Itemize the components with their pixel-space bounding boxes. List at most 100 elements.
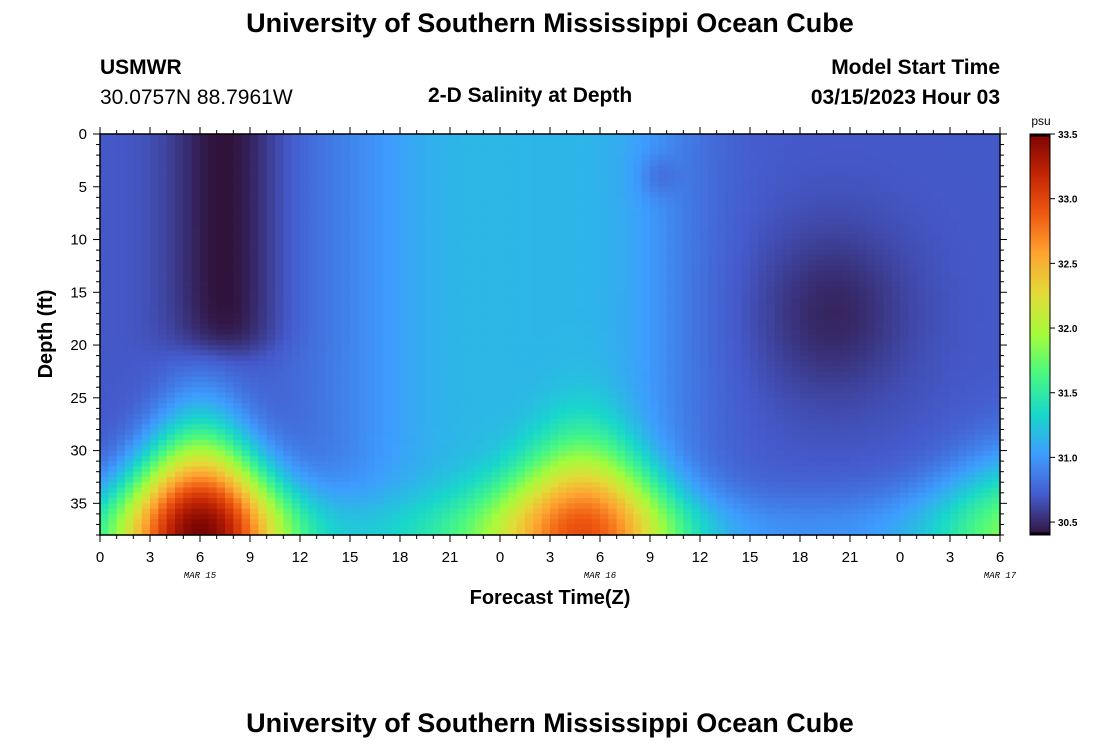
heat-cell: [308, 176, 318, 183]
heat-cell: [266, 239, 276, 246]
heat-cell: [700, 297, 709, 304]
heat-cell: [683, 271, 693, 278]
heat-cell: [341, 371, 351, 378]
heat-cell: [525, 339, 534, 346]
heat-cell: [208, 297, 218, 304]
heat-cell: [191, 334, 201, 341]
heat-cell: [583, 281, 593, 288]
heat-cell: [966, 287, 976, 293]
heat-cell: [975, 355, 984, 362]
heat-cell: [275, 197, 284, 204]
heat-cell: [866, 323, 876, 330]
heat-cell: [483, 213, 493, 220]
heat-cell: [283, 239, 293, 246]
heat-cell: [433, 318, 443, 325]
heat-cell: [216, 334, 226, 341]
heat-cell: [466, 308, 476, 314]
heat-cell: [925, 265, 934, 272]
heat-cell: [641, 329, 651, 336]
heat-cell: [383, 345, 393, 351]
heat-cell: [858, 165, 868, 172]
heat-cell: [141, 276, 151, 283]
heat-cell: [141, 308, 151, 314]
heat-cell: [508, 234, 518, 241]
heat-cell: [233, 155, 243, 161]
heat-cell: [150, 339, 159, 346]
heat-cell: [175, 318, 184, 325]
heat-cell: [900, 134, 909, 140]
heat-cell: [916, 371, 926, 378]
heat-cell: [466, 234, 476, 241]
heat-cell: [658, 323, 668, 330]
heat-cell: [791, 170, 801, 177]
heat-cell: [108, 292, 118, 299]
heat-cell: [658, 302, 668, 309]
heat-cell: [425, 329, 434, 336]
heat-cell: [875, 255, 884, 262]
heat-cell: [408, 149, 418, 156]
heat-cell: [425, 292, 434, 299]
heat-cell: [683, 134, 693, 140]
heat-cell: [675, 134, 684, 140]
heat-cell: [183, 197, 193, 204]
heat-cell: [608, 371, 618, 378]
heat-cell: [450, 313, 459, 320]
heat-cell: [450, 139, 459, 146]
heat-cell: [208, 234, 218, 241]
heat-cell: [308, 234, 318, 241]
heat-cell: [550, 371, 559, 378]
heat-cell: [533, 366, 543, 373]
heat-cell: [116, 202, 126, 209]
heat-cell: [550, 292, 559, 299]
heat-cell: [900, 329, 909, 336]
heat-cell: [833, 350, 843, 357]
heat-cell: [191, 292, 201, 299]
heat-cell: [508, 313, 518, 320]
heat-cell: [266, 160, 276, 167]
heat-cell: [350, 176, 359, 183]
heat-cell: [866, 165, 876, 172]
heat-cell: [775, 176, 784, 183]
heat-cell: [891, 155, 901, 161]
heat-cell: [566, 260, 576, 267]
heat-cell: [850, 345, 859, 351]
heat-cell: [800, 292, 809, 299]
heat-cell: [200, 329, 209, 336]
heat-cell: [533, 255, 543, 262]
heat-cell: [600, 197, 609, 204]
heat-cell: [833, 255, 843, 262]
heat-cell: [391, 197, 401, 204]
heat-cell: [583, 244, 593, 251]
heat-cell: [333, 371, 343, 378]
heat-cell: [591, 155, 601, 161]
heat-cell: [675, 197, 684, 204]
heat-cell: [700, 360, 709, 367]
heat-cell: [408, 223, 418, 230]
heat-cell: [966, 271, 976, 278]
heat-cell: [100, 360, 109, 367]
heat-cell: [400, 186, 409, 193]
heat-cell: [408, 181, 418, 188]
heat-cell: [941, 323, 951, 330]
heat-cell: [258, 234, 268, 241]
heat-cell: [275, 271, 284, 278]
heat-cell: [650, 355, 659, 362]
heat-cell: [616, 155, 626, 161]
heat-cell: [416, 265, 426, 272]
heat-cell: [675, 234, 684, 241]
heat-cell: [533, 292, 543, 299]
heat-cell: [691, 271, 701, 278]
heat-cell: [491, 334, 501, 341]
heat-cell: [875, 186, 884, 193]
heat-cell: [333, 360, 343, 367]
heat-cell: [833, 287, 843, 293]
heat-cell: [775, 234, 784, 241]
heat-cell: [208, 339, 218, 346]
heat-cell: [250, 149, 259, 156]
heat-cell: [833, 239, 843, 246]
heat-cell: [608, 244, 618, 251]
heat-cell: [475, 260, 484, 267]
heat-cell: [608, 292, 618, 299]
heat-cell: [516, 186, 526, 193]
heat-cell: [358, 318, 368, 325]
